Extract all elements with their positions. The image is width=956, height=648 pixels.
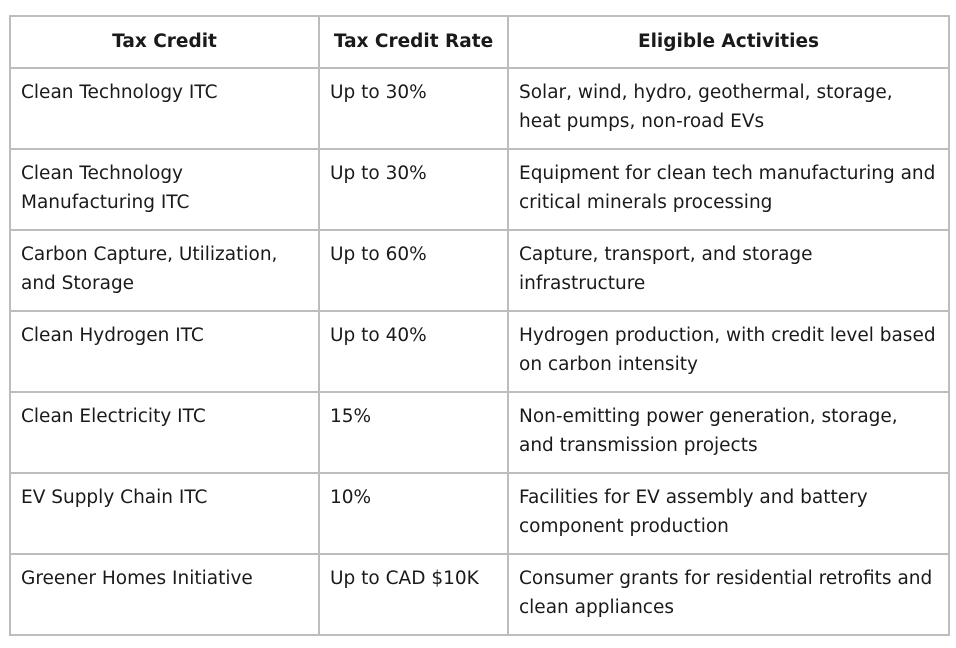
- cell-tax-credit-rate: Up to CAD $10K: [318, 553, 509, 636]
- table-row: Clean Hydrogen ITC Up to 40% Hydrogen pr…: [9, 310, 950, 393]
- cell-eligible-activities: Facilities for EV assembly and battery c…: [507, 472, 950, 555]
- cell-tax-credit-rate: 15%: [318, 391, 509, 474]
- cell-eligible-activities: Consumer grants for residential retrofit…: [507, 553, 950, 636]
- header-tax-credit: Tax Credit: [9, 15, 320, 69]
- table-header-row: Tax Credit Tax Credit Rate Eligible Acti…: [9, 15, 950, 69]
- cell-tax-credit-rate: 10%: [318, 472, 509, 555]
- table-row: Clean Electricity ITC 15% Non-emitting p…: [9, 391, 950, 474]
- cell-eligible-activities: Hydrogen production, with credit level b…: [507, 310, 950, 393]
- table-row: EV Supply Chain ITC 10% Facilities for E…: [9, 472, 950, 555]
- header-eligible-activities: Eligible Activities: [507, 15, 950, 69]
- cell-tax-credit: EV Supply Chain ITC: [9, 472, 320, 555]
- cell-tax-credit: Clean Technology Manufacturing ITC: [9, 148, 320, 231]
- tax-credits-table: Tax Credit Tax Credit Rate Eligible Acti…: [9, 15, 950, 636]
- cell-eligible-activities: Equipment for clean tech manufacturing a…: [507, 148, 950, 231]
- cell-eligible-activities: Solar, wind, hydro, geothermal, storage,…: [507, 67, 950, 150]
- cell-tax-credit: Carbon Capture, Utilization, and Storage: [9, 229, 320, 312]
- cell-tax-credit: Clean Electricity ITC: [9, 391, 320, 474]
- table-row: Carbon Capture, Utilization, and Storage…: [9, 229, 950, 312]
- table-row: Clean Technology Manufacturing ITC Up to…: [9, 148, 950, 231]
- header-tax-credit-rate: Tax Credit Rate: [318, 15, 509, 69]
- cell-tax-credit-rate: Up to 40%: [318, 310, 509, 393]
- cell-eligible-activities: Capture, transport, and storage infrastr…: [507, 229, 950, 312]
- table-row: Clean Technology ITC Up to 30% Solar, wi…: [9, 67, 950, 150]
- cell-tax-credit-rate: Up to 30%: [318, 67, 509, 150]
- cell-tax-credit-rate: Up to 30%: [318, 148, 509, 231]
- table-row: Greener Homes Initiative Up to CAD $10K …: [9, 553, 950, 636]
- cell-tax-credit: Clean Technology ITC: [9, 67, 320, 150]
- cell-tax-credit-rate: Up to 60%: [318, 229, 509, 312]
- cell-tax-credit: Greener Homes Initiative: [9, 553, 320, 636]
- cell-eligible-activities: Non-emitting power generation, storage, …: [507, 391, 950, 474]
- cell-tax-credit: Clean Hydrogen ITC: [9, 310, 320, 393]
